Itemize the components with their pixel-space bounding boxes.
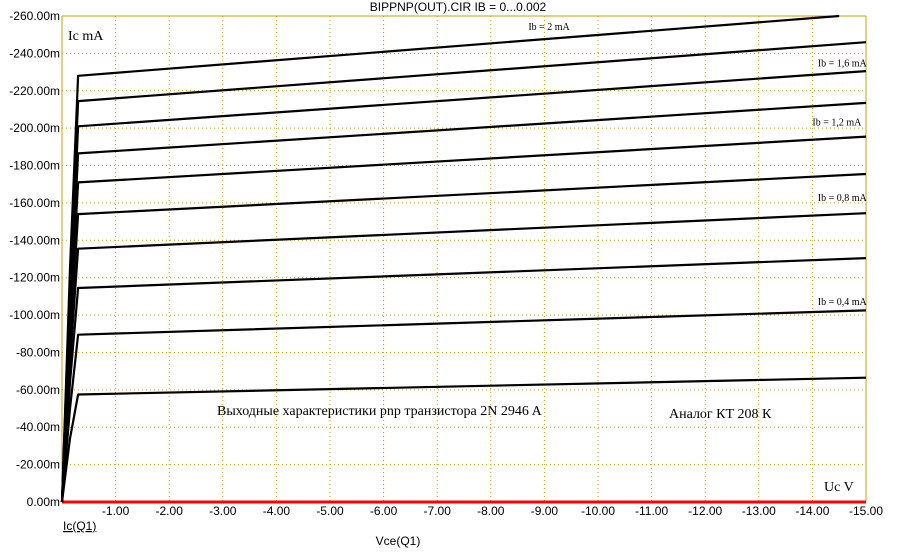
y-tick-label: 0.00m: [27, 495, 60, 509]
y-tick-label: -220.00m: [9, 84, 60, 98]
curve-label: Ib = 0,4 mA: [818, 297, 868, 308]
x-tick-label: -10.00: [581, 504, 615, 518]
y-tick-label: -140.00m: [9, 233, 60, 247]
y-tick-label: -20.00m: [16, 458, 60, 472]
x-tick-label: -9.00: [531, 504, 559, 518]
y-tick-label: -60.00m: [16, 383, 60, 397]
grid: [61, 15, 867, 504]
y-tick-label: -240.00m: [9, 46, 60, 60]
curve-label: Ib = 1,2 mA: [812, 117, 862, 128]
series-line: [60, 135, 867, 503]
y-tick-label: -260.00m: [9, 9, 60, 23]
y-tick-label: -120.00m: [9, 271, 60, 285]
x-tick-label: -11.00: [635, 504, 668, 518]
x-tick-label: -8.00: [477, 504, 505, 518]
chart-title: BIPPNP(OUT).CIR IB = 0...0.002: [370, 0, 547, 14]
caption-annotation: Выходные характеристики pnp транзистора …: [217, 404, 543, 419]
x-tick-label: -6.00: [370, 504, 398, 518]
x-tick-label: -7.00: [424, 504, 452, 518]
x-tick-label: -3.00: [209, 504, 237, 518]
x-tick-label: -12.00: [688, 504, 722, 518]
series-line: [60, 376, 867, 503]
y-tick-label: -200.00m: [9, 121, 60, 135]
y-tick-label: -80.00m: [16, 345, 60, 359]
y-tick-label: -40.00m: [16, 420, 60, 434]
x-tick-label: -4.00: [263, 504, 291, 518]
y-axis-title: Ic(Q1): [63, 519, 96, 533]
curve-labels: Ib = 2 mA Ib = 1,6 mA Ib = 1,2 mA Ib = 0,8 …: [528, 22, 867, 308]
series-line: [60, 101, 867, 503]
analog-annotation: Аналог КТ 208 К: [669, 407, 772, 422]
curve-label: Ib = 1,6 mA: [818, 58, 868, 69]
x-tick-label: -5.00: [316, 504, 344, 518]
y-tick-label: -100.00m: [9, 308, 60, 322]
x-tick-labels: -1.00 -2.00 -3.00 -4.00 -5.00 -6.00 -7.00 -8.00…: [102, 504, 883, 518]
x-tick-label: -14.00: [795, 504, 829, 518]
x-tick-label: -15.00: [849, 504, 883, 518]
x-tick-label: -1.00: [102, 504, 130, 518]
series-line: [60, 172, 867, 503]
series-lines: [60, 14, 867, 503]
series-line: [60, 212, 867, 503]
x-axis-title: Vce(Q1): [376, 534, 421, 548]
x-tick-label: -2.00: [156, 504, 184, 518]
series-line: [60, 70, 867, 503]
y-tick-label: -180.00m: [9, 159, 60, 173]
curve-label: Ib = 0,8 mA: [818, 193, 868, 204]
curve-label: Ib = 2 mA: [528, 22, 570, 33]
x-unit-annotation: Uc V: [824, 480, 854, 495]
x-tick-label: -13.00: [742, 504, 776, 518]
series-line: [60, 14, 840, 503]
y-tick-label: -160.00m: [9, 196, 60, 210]
y-tick-labels: 0.00m -20.00m -40.00m -60.00m -80.00m -100.00…: [9, 9, 60, 509]
y-unit-annotation: Ic mA: [68, 29, 104, 44]
